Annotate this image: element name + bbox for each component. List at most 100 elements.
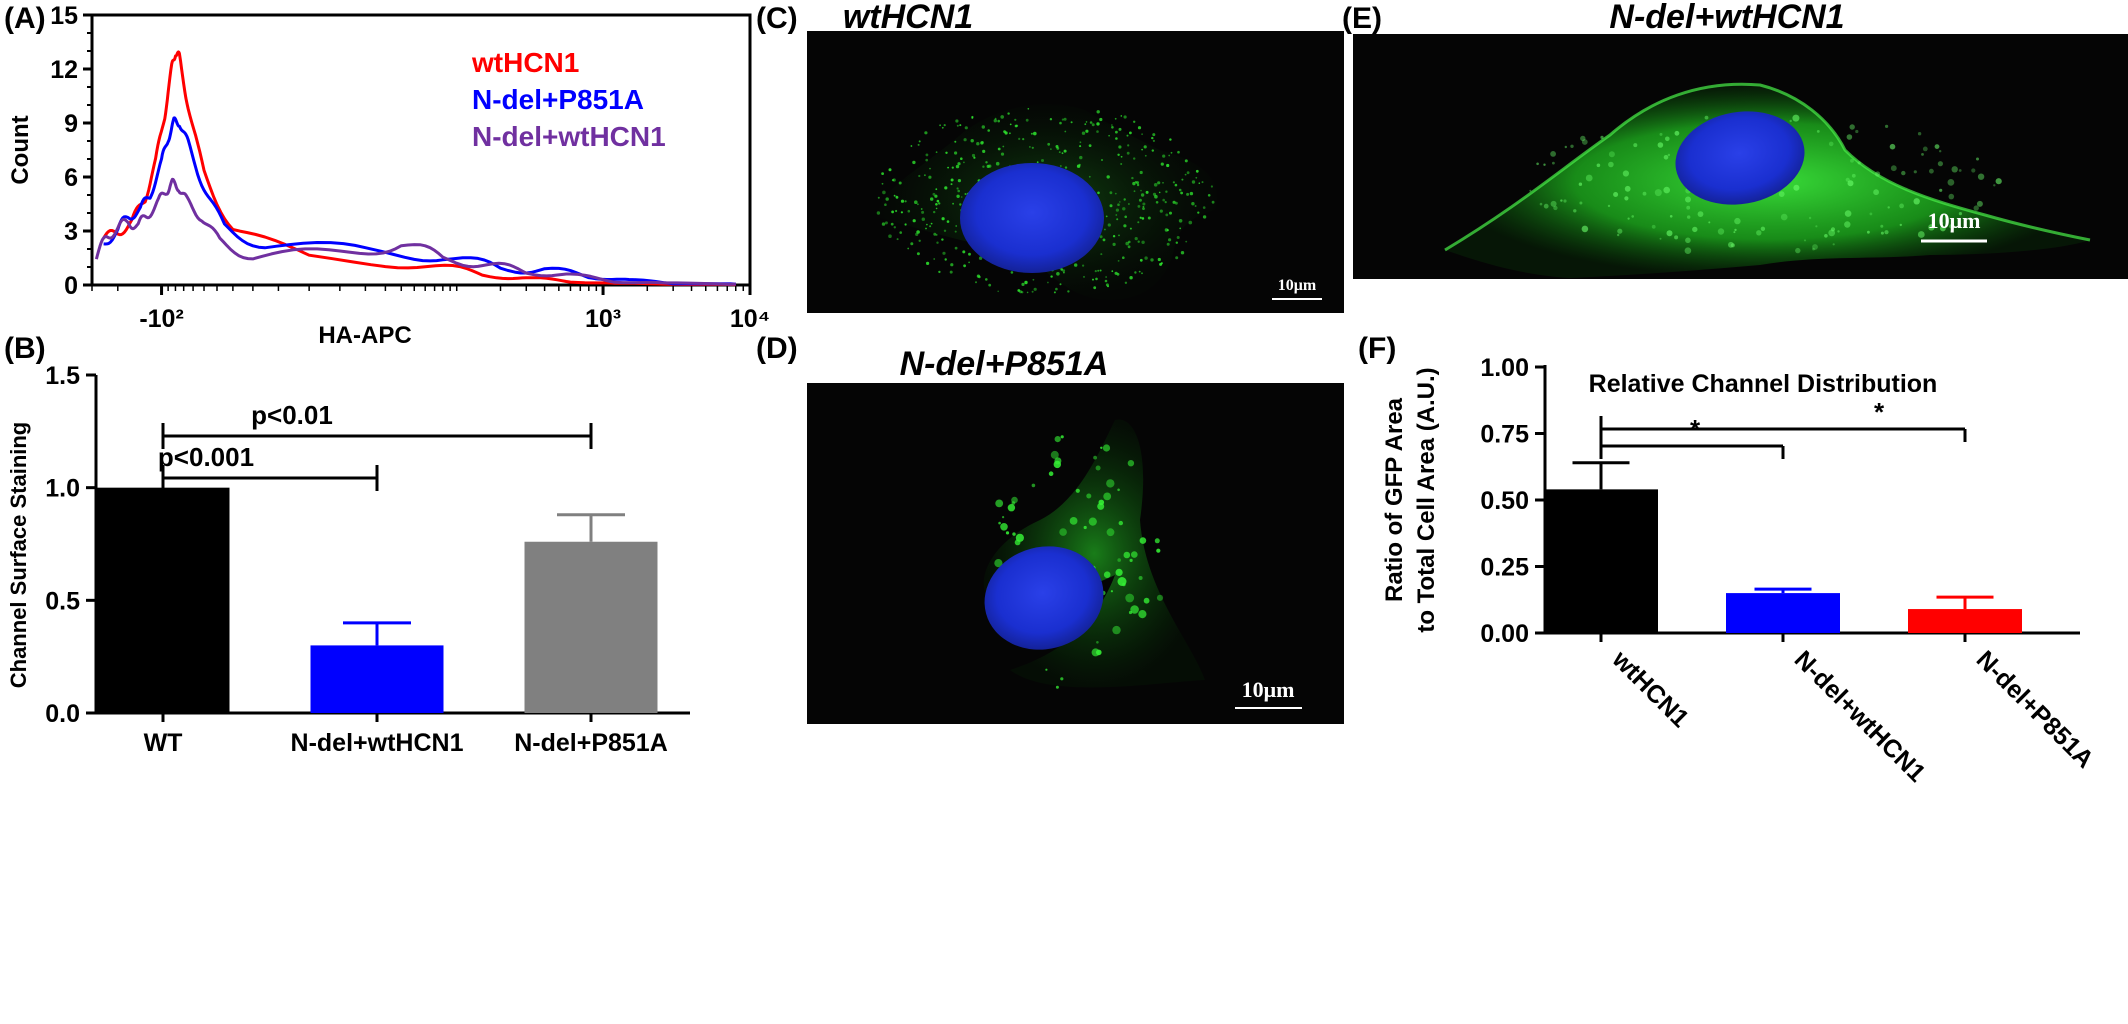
- gfp-punctum: [1730, 243, 1735, 248]
- gfp-punctum: [1067, 290, 1070, 293]
- gfp-punctum: [1685, 196, 1691, 203]
- gfp-punctum: [935, 151, 938, 154]
- gfp-punctum: [997, 119, 1000, 123]
- gfp-punctum: [877, 196, 880, 199]
- gfp-punctum: [1095, 465, 1101, 471]
- gfp-punctum: [1063, 271, 1065, 274]
- gfp-punctum: [1063, 117, 1067, 121]
- panel-a-y-tick-label: 12: [50, 56, 78, 84]
- gfp-punctum: [1617, 233, 1620, 237]
- gfp-punctum: [1141, 133, 1143, 136]
- gfp-punctum: [915, 232, 919, 236]
- gfp-punctum: [1002, 516, 1005, 519]
- gfp-punctum: [1117, 558, 1121, 562]
- gfp-punctum: [881, 182, 884, 185]
- panel-f-category-label-1: N-del+wtHCN1: [1789, 645, 1931, 787]
- gfp-punctum: [918, 174, 921, 178]
- gfp-punctum: [884, 203, 887, 206]
- gfp-punctum: [1169, 211, 1172, 215]
- gfp-punctum: [1642, 191, 1647, 196]
- gfp-punctum: [1976, 157, 1979, 161]
- gfp-punctum: [1824, 234, 1828, 238]
- gfp-punctum: [970, 139, 974, 143]
- panel-f-y-tick-label: 0.25: [1480, 554, 1529, 582]
- gfp-punctum: [1692, 226, 1698, 233]
- gfp-punctum: [1937, 161, 1943, 167]
- gfp-punctum: [1000, 152, 1005, 156]
- gfp-punctum: [1062, 269, 1066, 273]
- gfp-punctum: [1142, 202, 1146, 206]
- gfp-punctum: [929, 167, 931, 170]
- gfp-punctum: [995, 499, 1004, 508]
- panel-e-scale-label: 10μm: [1928, 208, 1981, 233]
- gfp-punctum: [1120, 155, 1123, 158]
- gfp-punctum: [943, 229, 947, 232]
- gfp-punctum: [1151, 149, 1155, 152]
- gfp-punctum: [1622, 170, 1629, 177]
- gfp-punctum: [1079, 141, 1082, 144]
- gfp-punctum: [1976, 200, 1983, 207]
- gfp-punctum: [1134, 271, 1137, 274]
- panel-c-title: wtHCN1: [843, 0, 973, 36]
- gfp-punctum: [1141, 240, 1145, 244]
- gfp-punctum: [1156, 548, 1161, 553]
- gfp-punctum: [1117, 203, 1120, 206]
- gfp-punctum: [1917, 231, 1925, 238]
- panel-label-a: (A): [4, 2, 46, 35]
- gfp-punctum: [1032, 278, 1035, 281]
- panel-d-cell: [983, 419, 1205, 689]
- gfp-punctum: [1812, 244, 1818, 250]
- gfp-punctum: [941, 217, 945, 221]
- gfp-punctum: [1117, 260, 1120, 262]
- gfp-punctum: [1059, 165, 1062, 167]
- panel-b-y-tick-label: 1.5: [45, 362, 80, 390]
- gfp-punctum: [1114, 117, 1117, 120]
- gfp-punctum: [935, 207, 938, 210]
- gfp-punctum: [1847, 180, 1854, 187]
- gfp-punctum: [987, 129, 990, 132]
- panel-b-bar-1: [310, 645, 444, 713]
- gfp-punctum: [1971, 168, 1976, 173]
- gfp-punctum: [1793, 184, 1800, 191]
- gfp-punctum: [988, 283, 992, 287]
- gfp-punctum: [1536, 162, 1539, 166]
- gfp-punctum: [1162, 154, 1166, 158]
- gfp-punctum: [1002, 145, 1005, 148]
- gfp-punctum: [1708, 221, 1711, 224]
- gfp-punctum: [1600, 135, 1604, 139]
- gfp-punctum: [1194, 205, 1197, 207]
- gfp-punctum: [1139, 258, 1143, 262]
- gfp-punctum: [1657, 142, 1664, 148]
- gfp-punctum: [1137, 221, 1140, 224]
- gfp-punctum: [1837, 230, 1840, 233]
- gfp-punctum: [1166, 229, 1169, 232]
- gfp-punctum: [971, 115, 974, 119]
- gfp-punctum: [946, 220, 950, 223]
- panel-label-c: (C): [756, 2, 798, 35]
- panel-label-f: (F): [1358, 332, 1396, 365]
- gfp-punctum: [1069, 517, 1078, 525]
- gfp-punctum: [944, 258, 947, 261]
- gfp-punctum: [1885, 124, 1889, 128]
- gfp-punctum: [1142, 205, 1145, 208]
- gfp-punctum: [1175, 241, 1179, 244]
- gfp-punctum: [1112, 625, 1121, 635]
- gfp-punctum: [1624, 185, 1631, 192]
- gfp-punctum: [1140, 189, 1142, 192]
- gfp-punctum: [1060, 268, 1063, 271]
- panel-d-scale-label: 10μm: [1242, 677, 1295, 702]
- gfp-punctum: [1185, 240, 1188, 243]
- gfp-punctum: [1129, 131, 1132, 135]
- gfp-punctum: [1162, 182, 1164, 184]
- gfp-punctum: [962, 250, 966, 254]
- panel-b-y-tick-label: 0.0: [45, 700, 80, 728]
- gfp-punctum: [1717, 228, 1725, 235]
- gfp-punctum: [1058, 151, 1061, 154]
- gfp-punctum: [957, 162, 961, 166]
- legend-ndel-p851a: N-del+P851A: [472, 84, 644, 115]
- gfp-punctum: [1128, 203, 1130, 205]
- gfp-punctum: [881, 172, 884, 176]
- gfp-punctum: [1578, 182, 1583, 186]
- gfp-punctum: [1613, 192, 1619, 197]
